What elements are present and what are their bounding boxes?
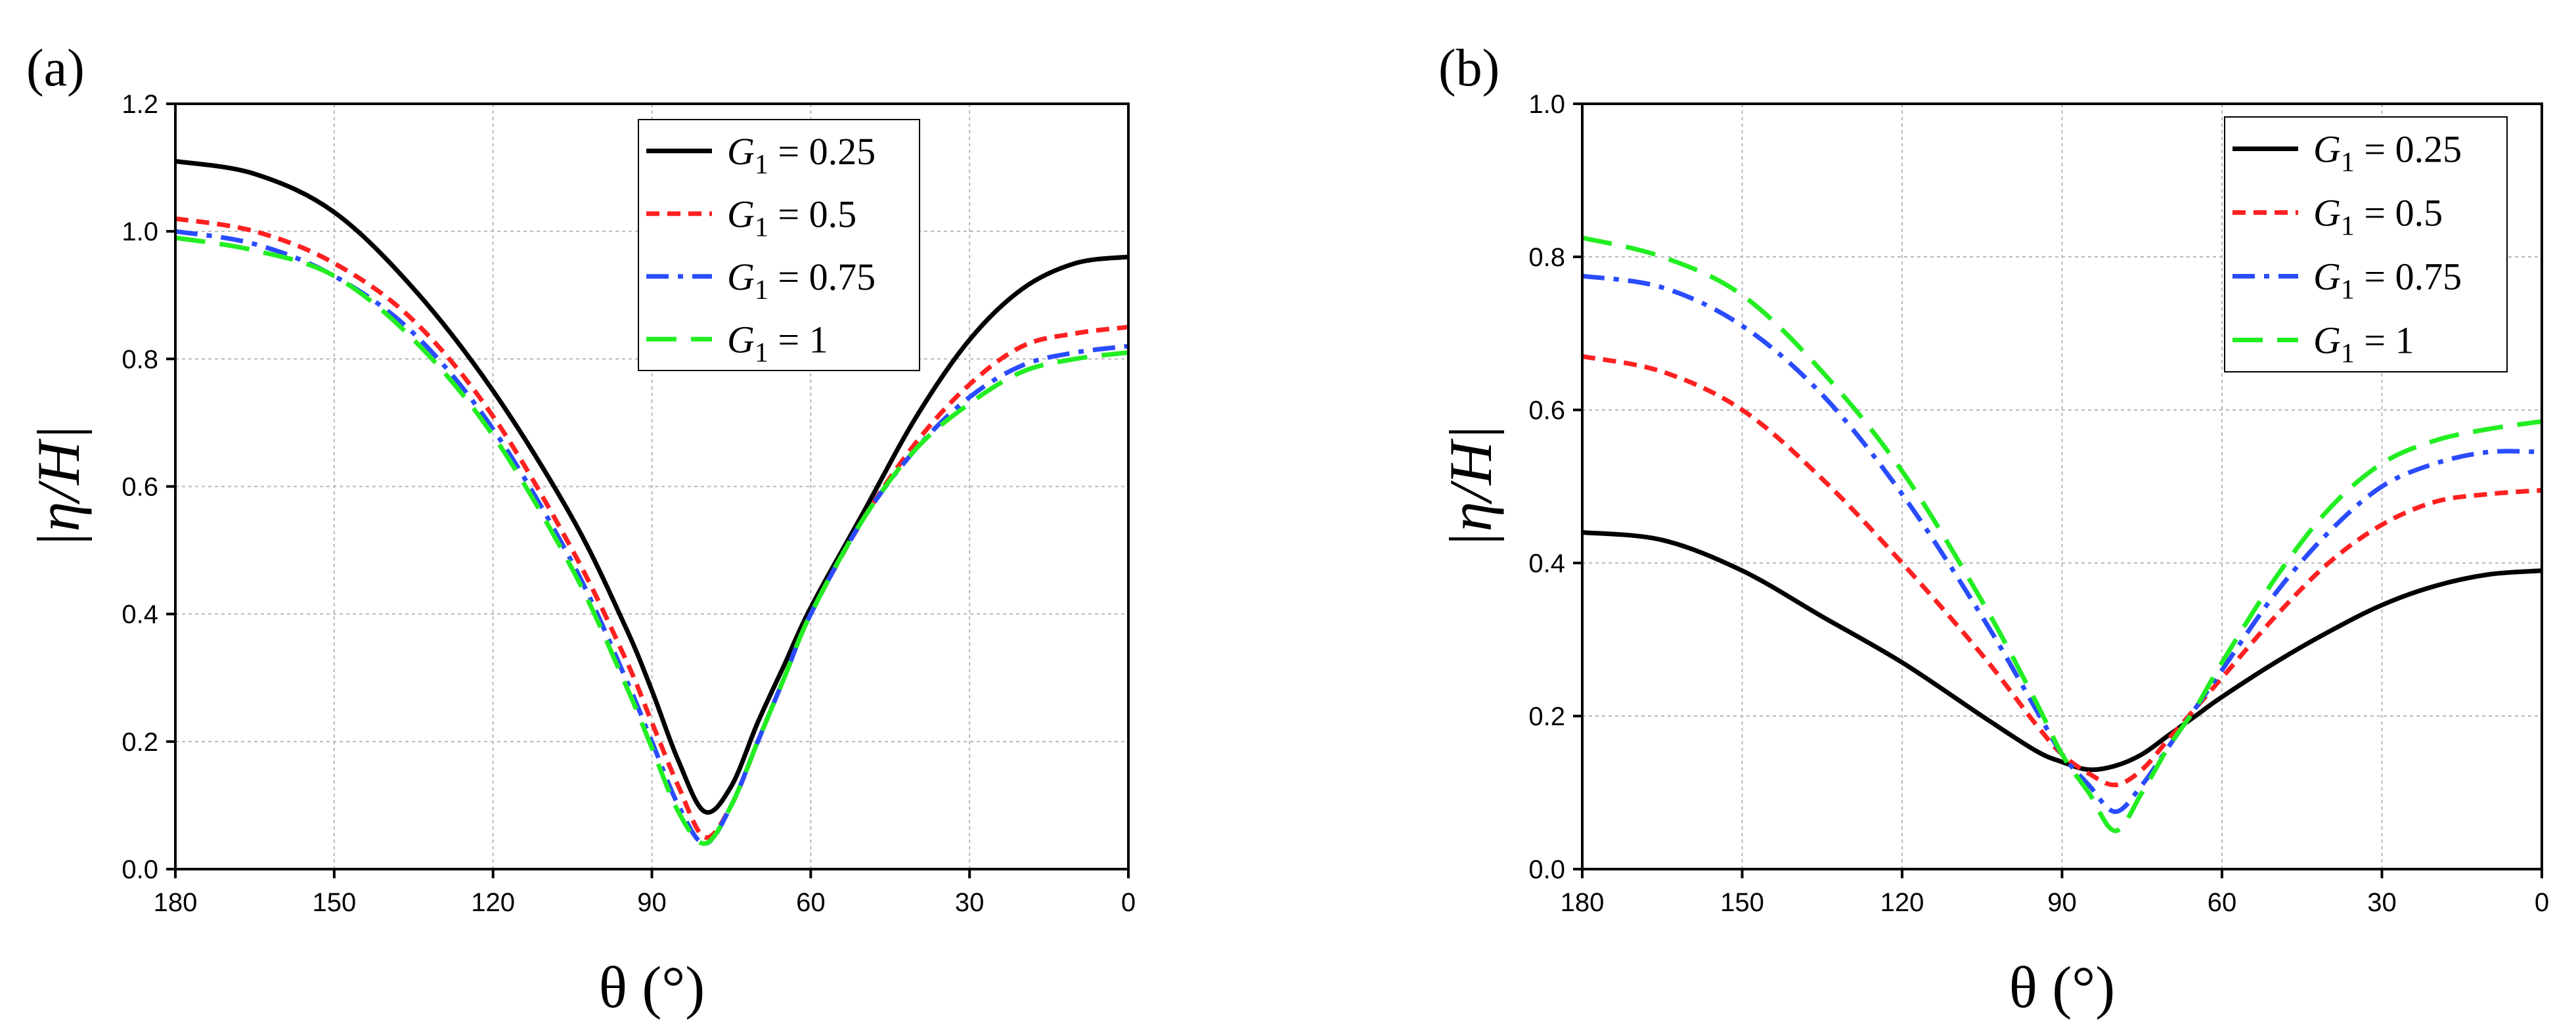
x-tick-label: 90 bbox=[2047, 888, 2077, 917]
x-tick-label: 180 bbox=[154, 888, 198, 917]
series-line-4 bbox=[1582, 235, 2543, 834]
series-line-2 bbox=[1582, 354, 2543, 788]
y-tick-label: 0.6 bbox=[1528, 396, 1565, 425]
y-tick-label: 0.8 bbox=[122, 345, 158, 374]
series-line-4 bbox=[175, 235, 1129, 846]
x-tick-label: 30 bbox=[2367, 888, 2397, 917]
x-tick-label: 60 bbox=[2208, 888, 2237, 917]
y-tick-label: 0.0 bbox=[122, 855, 158, 884]
x-tick-label: 120 bbox=[1880, 888, 1924, 917]
legend-label-1: G1 = 0.25 bbox=[727, 130, 876, 180]
y-tick-label: 0.4 bbox=[122, 600, 158, 629]
chart-panel-a: (a) 180 150 120 90 60 30 0 0.0 0.2 0.4 0.6 0.8 1.0 1.2… bbox=[25, 39, 1136, 1020]
x-axis-label: θ (°) bbox=[599, 955, 705, 1020]
y-axis-label: |η/H| bbox=[1437, 424, 1504, 548]
y-tick-label: 0.6 bbox=[122, 473, 158, 502]
series-line-1 bbox=[175, 158, 1129, 815]
y-tick-label: 0.2 bbox=[1528, 702, 1565, 731]
y-tick-label: 0.8 bbox=[1528, 243, 1565, 272]
legend-label-3: G1 = 0.75 bbox=[2313, 256, 2462, 305]
x-tick-label: 90 bbox=[637, 888, 667, 917]
legend-label-2: G1 = 0.5 bbox=[2313, 192, 2443, 242]
x-tick-label: 30 bbox=[955, 888, 985, 917]
y-tick-label: 0.4 bbox=[1528, 549, 1565, 578]
x-tick-label: 0 bbox=[1121, 888, 1136, 917]
x-tick-label: 0 bbox=[2535, 888, 2549, 917]
panel-label: (b) bbox=[1438, 39, 1499, 97]
y-tick-label: 1.2 bbox=[122, 90, 158, 119]
y-tick-label: 1.0 bbox=[1528, 90, 1565, 119]
series-line-3 bbox=[1582, 273, 2543, 815]
y-axis-label: |η/H| bbox=[25, 424, 92, 548]
legend-label-4: G1 = 1 bbox=[2313, 319, 2414, 369]
legend-label-2: G1 = 0.5 bbox=[727, 192, 856, 242]
x-tick-label: 150 bbox=[1720, 888, 1764, 917]
legend-box bbox=[2224, 116, 2508, 372]
x-tick-label: 60 bbox=[796, 888, 826, 917]
series-line-1 bbox=[1582, 529, 2543, 773]
y-tick-label: 0.0 bbox=[1528, 855, 1565, 884]
legend-box bbox=[638, 119, 920, 371]
legend-label-3: G1 = 0.75 bbox=[727, 256, 876, 305]
series-line-2 bbox=[175, 216, 1129, 840]
legend-label-4: G1 = 1 bbox=[727, 318, 828, 368]
y-tick-label: 1.0 bbox=[122, 217, 158, 246]
x-tick-label: 150 bbox=[312, 888, 356, 917]
legend-label-1: G1 = 0.25 bbox=[2313, 128, 2462, 178]
y-tick-label: 0.2 bbox=[122, 728, 158, 757]
chart-panel-b: (b) 180 150 120 90 60 30 0 0.0 0.2 0.4 0.6 0.8 1.0 θ (… bbox=[1437, 39, 2549, 1020]
x-tick-label: 180 bbox=[1561, 888, 1605, 917]
x-tick-label: 120 bbox=[471, 888, 515, 917]
x-axis-label: θ (°) bbox=[2009, 955, 2116, 1020]
panel-label: (a) bbox=[26, 39, 85, 97]
